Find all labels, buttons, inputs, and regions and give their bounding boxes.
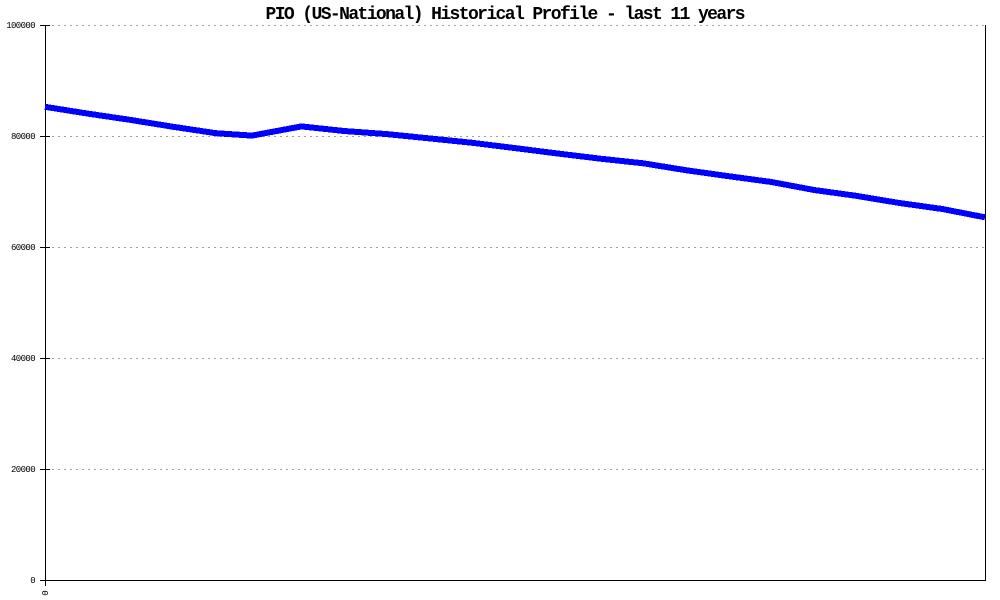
svg-text:0: 0 — [41, 590, 51, 595]
svg-text:80000: 80000 — [11, 132, 35, 142]
svg-text:PIO (US-National) Historical P: PIO (US-National) Historical Profile - l… — [266, 5, 745, 25]
svg-text:60000: 60000 — [11, 243, 35, 253]
svg-text:0: 0 — [30, 576, 35, 586]
svg-text:100000: 100000 — [6, 21, 35, 31]
svg-text:40000: 40000 — [11, 354, 35, 364]
svg-text:20000: 20000 — [11, 465, 35, 475]
